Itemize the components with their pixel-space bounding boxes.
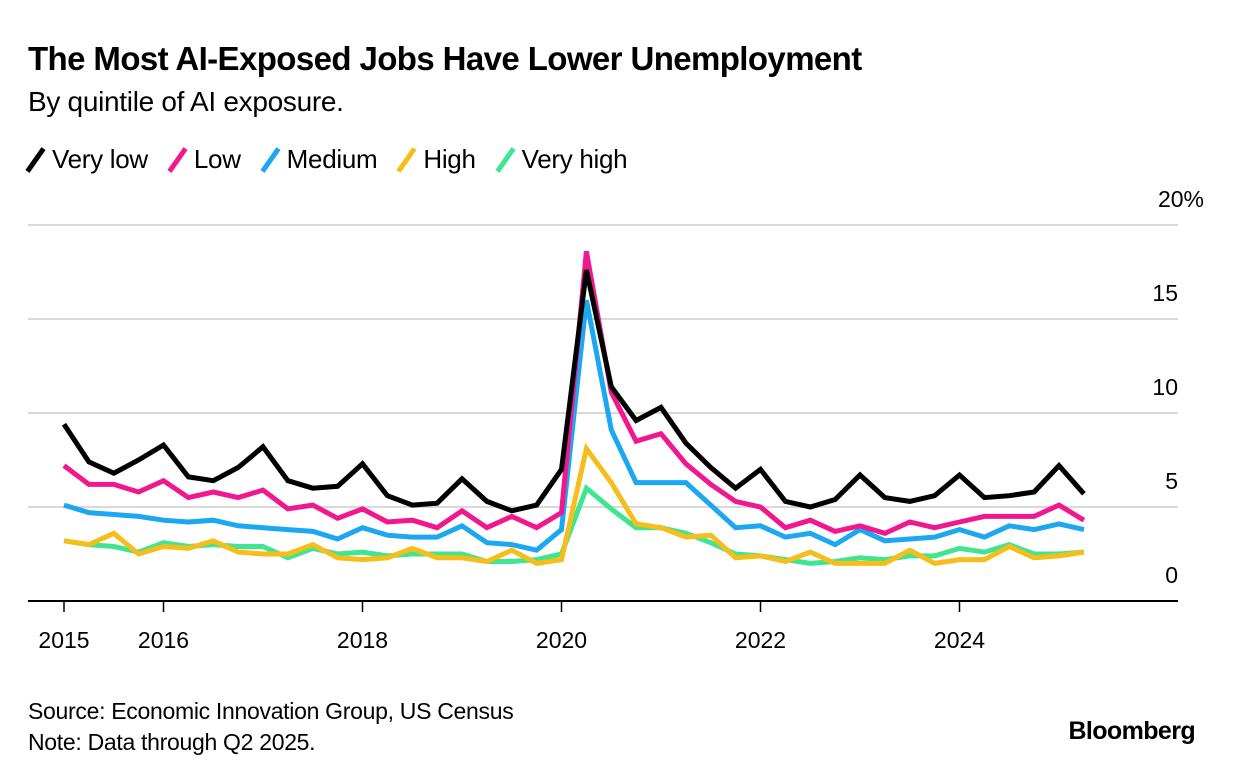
series-line-medium [63,299,1085,553]
legend-item-very-high: Very high [498,144,628,175]
legend-label: Low [193,144,241,174]
series-line-very-high [63,484,1085,566]
legend-label: Medium [286,144,378,174]
y-tick-label: 15 [1152,280,1178,306]
y-tick-label: 10 [1152,374,1178,400]
legend-item-low: Low [170,144,241,175]
y-tick-label: 20% [1158,186,1204,212]
legend: Very low Low Medium High Very high [28,144,649,175]
series-line-high [63,442,1085,566]
x-tick-label: 2016 [138,627,189,653]
bloomberg-logo: Bloomberg [1068,717,1195,745]
chart-title: The Most AI-Exposed Jobs Have Lower Unem… [28,40,862,77]
x-tick-label: 2020 [536,627,587,653]
x-axis: 2015 2016 2018 2020 2022 2024 [28,600,1178,653]
legend-item-high: High [399,144,476,175]
legend-label: Very low [52,144,148,174]
gridlines [28,224,1178,508]
legend-label: Very high [521,144,628,174]
legend-item-medium: Medium [263,144,378,175]
x-tick-label: 2024 [934,627,985,653]
x-tick-label: 2018 [337,627,388,653]
note-text: Note: Data through Q2 2025. [28,729,316,755]
legend-item-very-low: Very low [28,144,148,175]
source-text: Source: Economic Innovation Group, US Ce… [28,698,514,724]
legend-label: High [423,144,476,174]
y-tick-label: 0 [1165,562,1178,588]
series-lines [61,250,1086,566]
series-line-very-low [61,269,1086,514]
source-note: Source: Economic Innovation Group, US Ce… [28,696,514,758]
y-axis-tick-labels: 0 5 10 15 20% [1152,186,1204,588]
x-tick-label: 2022 [735,627,786,653]
y-tick-label: 5 [1165,468,1178,494]
chart-subtitle: By quintile of AI exposure. [28,86,344,117]
x-tick-label: 2015 [38,627,89,653]
series-line-low [62,250,1086,536]
